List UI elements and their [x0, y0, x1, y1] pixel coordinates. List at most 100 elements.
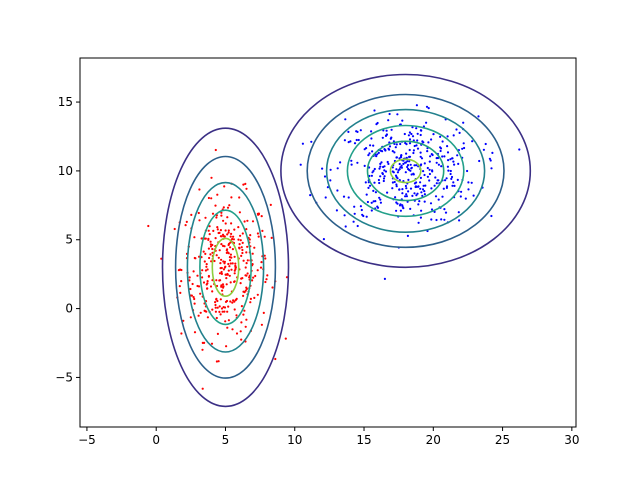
scatter-point-cluster-2: [407, 134, 410, 137]
scatter-point-cluster-2: [322, 238, 325, 241]
scatter-point-cluster-1: [229, 281, 232, 284]
scatter-point-cluster-1: [199, 292, 202, 295]
scatter-point-cluster-2: [478, 159, 481, 163]
scatter-point-cluster-2: [321, 167, 324, 170]
scatter-point-cluster-1: [180, 332, 183, 335]
scatter-point-cluster-2: [299, 163, 302, 166]
scatter-point-cluster-1: [229, 262, 232, 265]
scatter-point-cluster-1: [235, 332, 239, 335]
scatter-point-cluster-2: [391, 187, 394, 190]
scatter-point-cluster-2: [434, 176, 437, 179]
scatter-point-cluster-2: [380, 161, 383, 164]
scatter-point-cluster-1: [178, 285, 181, 288]
scatter-point-cluster-1: [207, 238, 210, 241]
scatter-point-cluster-1: [242, 259, 245, 262]
scatter-point-cluster-2: [408, 131, 411, 134]
scatter-point-cluster-1: [241, 248, 244, 252]
scatter-point-cluster-1: [243, 220, 246, 223]
scatter-point-cluster-2: [347, 141, 350, 144]
scatter-point-cluster-1: [226, 326, 229, 329]
scatter-point-cluster-1: [266, 274, 269, 277]
scatter-point-cluster-1: [226, 248, 229, 251]
scatter-point-cluster-2: [421, 188, 425, 191]
scatter-point-cluster-2: [426, 166, 429, 170]
scatter-point-cluster-1: [221, 283, 225, 286]
scatter-point-cluster-1: [246, 219, 249, 222]
scatter-point-cluster-2: [364, 181, 367, 184]
scatter-point-cluster-2: [430, 218, 433, 221]
scatter-point-cluster-2: [404, 171, 407, 174]
scatter-point-cluster-2: [464, 197, 467, 200]
scatter-point-cluster-1: [240, 254, 243, 257]
scatter-point-cluster-2: [462, 121, 465, 124]
scatter-point-cluster-1: [211, 290, 214, 293]
scatter-point-cluster-1: [256, 293, 259, 296]
scatter-point-cluster-2: [378, 167, 381, 170]
scatter-point-cluster-1: [223, 185, 226, 188]
scatter-point-cluster-1: [251, 279, 254, 282]
scatter-point-cluster-1: [208, 256, 211, 260]
scatter-point-cluster-1: [217, 360, 220, 363]
scatter-point-cluster-1: [245, 274, 248, 277]
scatter-point-cluster-2: [490, 167, 493, 170]
x-axis: −5 0 5 10 15 20 25 30: [78, 427, 579, 447]
scatter-point-cluster-1: [211, 212, 215, 215]
scatter-point-cluster-1: [228, 274, 231, 277]
scatter-point-cluster-2: [420, 209, 423, 212]
scatter-point-cluster-2: [379, 149, 382, 152]
scatter-point-cluster-1: [179, 291, 182, 294]
x-tick-label: 25: [495, 433, 510, 447]
scatter-point-cluster-2: [398, 162, 401, 166]
scatter-point-cluster-2: [406, 160, 409, 163]
scatter-point-cluster-2: [385, 129, 388, 132]
scatter-point-cluster-2: [489, 159, 492, 162]
scatter-point-cluster-1: [211, 251, 214, 254]
scatter-point-cluster-1: [205, 265, 208, 268]
scatter-point-cluster-2: [422, 184, 425, 187]
scatter-point-cluster-1: [180, 280, 183, 283]
scatter-point-cluster-1: [213, 259, 216, 263]
scatter-point-cluster-2: [390, 128, 393, 131]
scatter-point-cluster-1: [259, 266, 263, 269]
scatter-point-cluster-1: [218, 231, 221, 234]
scatter-point-cluster-2: [439, 147, 443, 150]
scatter-point-cluster-2: [379, 175, 382, 178]
scatter-point-cluster-1: [229, 246, 232, 249]
scatter-point-cluster-1: [205, 310, 208, 313]
scatter-point-cluster-2: [339, 161, 342, 164]
scatter-point-cluster-2: [387, 147, 390, 150]
scatter-point-cluster-2: [370, 209, 373, 212]
scatter-point-cluster-1: [228, 204, 231, 207]
scatter-point-cluster-1: [219, 313, 222, 316]
scatter-point-cluster-1: [227, 229, 230, 232]
scatter-point-cluster-2: [419, 181, 422, 184]
scatter-point-cluster-2: [371, 150, 374, 153]
scatter-point-cluster-1: [227, 319, 230, 322]
scatter-point-cluster-2: [410, 173, 413, 176]
scatter-point-cluster-2: [443, 218, 446, 221]
scatter-point-cluster-1: [209, 253, 212, 256]
scatter-point-cluster-2: [409, 169, 412, 172]
scatter-point-cluster-1: [235, 297, 238, 300]
scatter-point-cluster-1: [249, 234, 252, 237]
scatter-point-cluster-1: [271, 286, 274, 289]
scatter-point-cluster-1: [261, 229, 264, 232]
scatter-point-cluster-2: [441, 155, 444, 158]
scatter-point-cluster-2: [336, 189, 339, 192]
scatter-point-cluster-1: [223, 310, 226, 313]
scatter-point-cluster-1: [227, 269, 230, 272]
scatter-point-cluster-2: [381, 136, 384, 139]
contour-line-2-6: [389, 158, 422, 184]
scatter-point-cluster-2: [381, 172, 384, 175]
scatter-point-cluster-2: [408, 155, 411, 158]
scatter-point-cluster-1: [248, 238, 251, 241]
scatter-point-cluster-2: [434, 195, 438, 198]
scatter-point-cluster-2: [437, 179, 440, 182]
scatter-point-cluster-1: [208, 225, 211, 228]
scatter-point-cluster-1: [214, 237, 217, 240]
scatter-point-cluster-1: [215, 254, 218, 257]
scatter-point-cluster-1: [274, 357, 277, 361]
scatter-point-cluster-1: [193, 236, 196, 239]
scatter-point-cluster-2: [367, 154, 370, 157]
scatter-point-cluster-1: [231, 262, 234, 265]
